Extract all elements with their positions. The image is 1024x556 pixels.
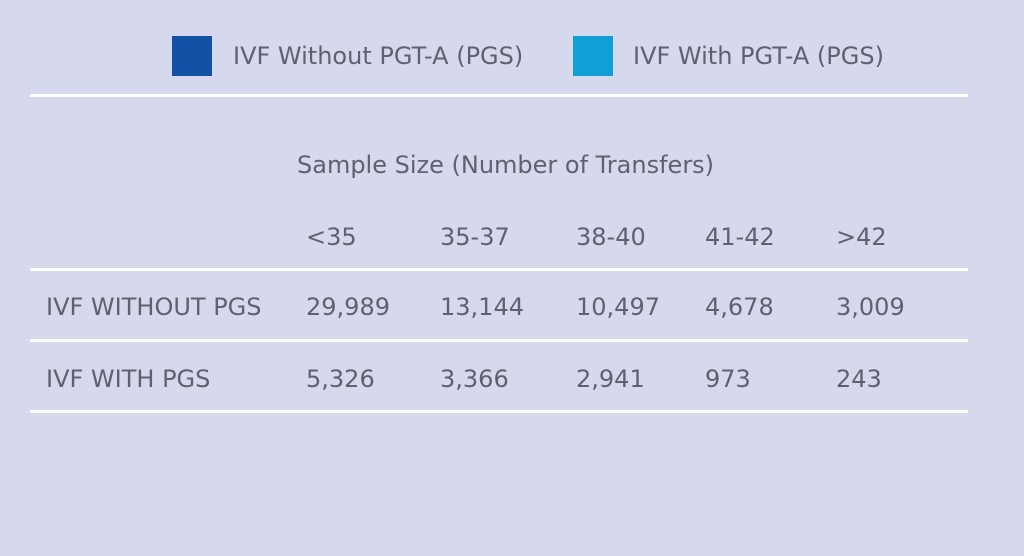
table-cell: 13,144 [440,293,524,321]
table-cell: 3,009 [836,293,905,321]
table-cell: 973 [705,365,751,393]
column-header: 41-42 [705,223,775,251]
legend: IVF Without PGT-A (PGS) IVF With PGT-A (… [0,0,1024,95]
row-label: IVF WITH PGS [46,365,211,393]
table-cell: 10,497 [576,293,660,321]
legend-label-with-pgs: IVF With PGT-A (PGS) [633,42,884,70]
table-cell: 3,366 [440,365,509,393]
table-bottom-rule [30,410,968,413]
table-cell: 5,326 [306,365,375,393]
legend-divider [30,94,968,97]
table-caption: Sample Size (Number of Transfers) [297,151,715,179]
row-divider [30,339,968,342]
table-cell: 243 [836,365,882,393]
table-cell: 2,941 [576,365,645,393]
column-header: 38-40 [576,223,646,251]
table-cell: 29,989 [306,293,390,321]
legend-swatch-without-pgs [172,36,212,76]
legend-label-without-pgs: IVF Without PGT-A (PGS) [233,42,524,70]
column-header: <35 [306,223,357,251]
column-header: 35-37 [440,223,510,251]
row-label: IVF WITHOUT PGS [46,293,262,321]
column-header: >42 [836,223,887,251]
header-divider [30,268,968,271]
table-cell: 4,678 [705,293,774,321]
legend-swatch-with-pgs [573,36,613,76]
